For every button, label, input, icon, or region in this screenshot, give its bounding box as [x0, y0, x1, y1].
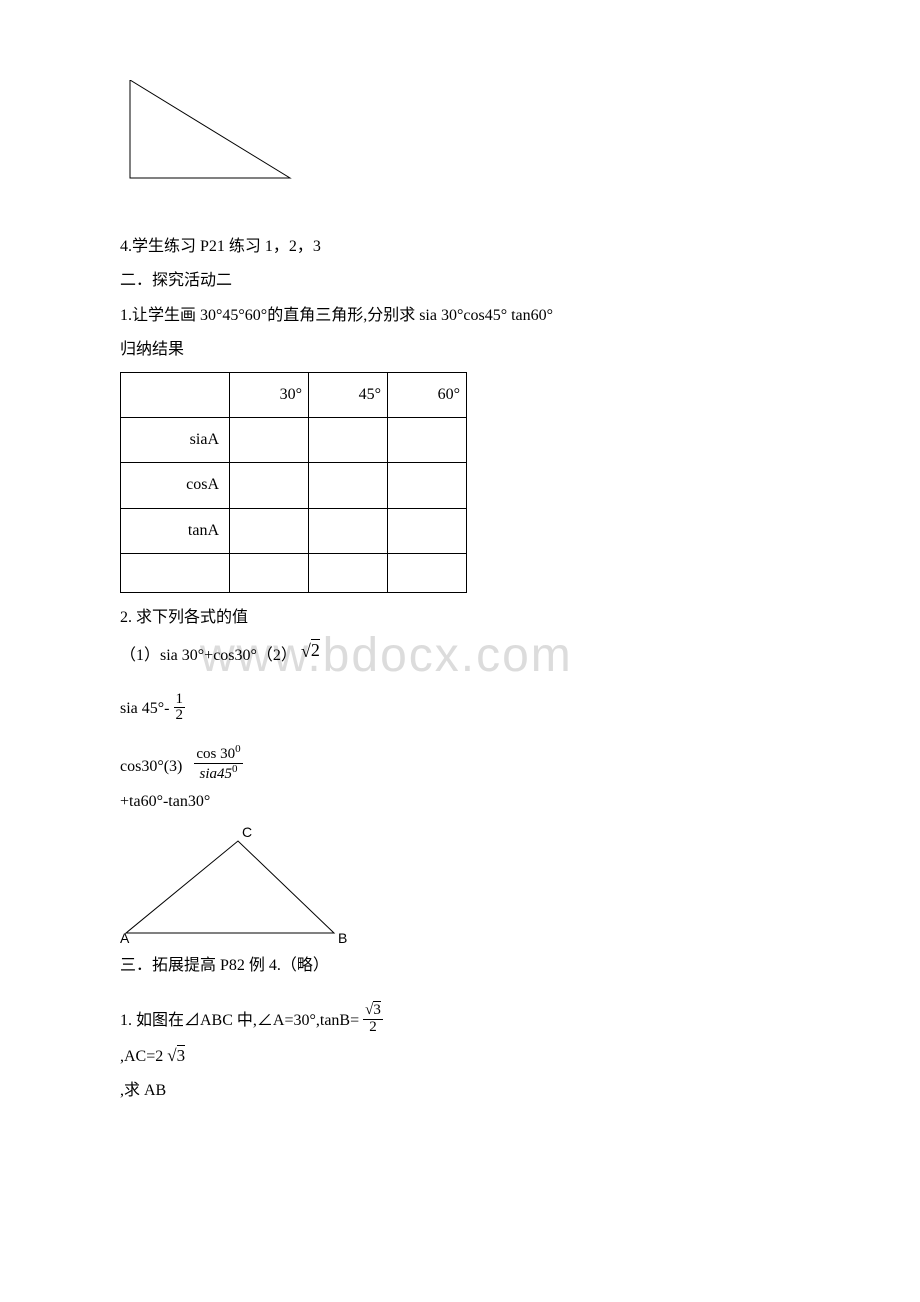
table-row-cos: cosA	[121, 463, 230, 508]
eq-line9: ,求 AB	[120, 1076, 810, 1106]
eq-line4: +ta60°-tan30°	[120, 787, 810, 817]
text-practice: 4.学生练习 P21 练习 1，2，3	[120, 232, 810, 262]
eq2-den: 2	[174, 708, 186, 724]
label-c: C	[242, 827, 252, 840]
text-section2: 二．探究活动二	[120, 266, 810, 296]
eq-line2: sia 45°- 1 2	[120, 692, 810, 725]
table-cell	[388, 417, 467, 462]
table-cell	[388, 463, 467, 508]
triangle-abc: A B C	[120, 827, 810, 947]
right-triangle-top	[120, 80, 810, 188]
trig-table: 30° 45° 60° siaA cosA tanA	[120, 372, 467, 594]
table-row-tan: tanA	[121, 508, 230, 553]
table-cell	[230, 417, 309, 462]
table-cell	[388, 508, 467, 553]
label-b: B	[338, 930, 347, 946]
label-a: A	[120, 930, 130, 946]
text-section3: 三．拓展提高 P82 例 4.（略）	[120, 951, 810, 981]
table-cell	[230, 508, 309, 553]
table-cell	[309, 417, 388, 462]
table-cell	[230, 554, 309, 593]
table-cell	[309, 463, 388, 508]
text-problem2: 2. 求下列各式的值	[120, 603, 810, 633]
eq3-text: cos30°(3)	[120, 752, 182, 782]
line7-text: 1. 如图在⊿ABC 中,∠A=30°,tanB=	[120, 1006, 359, 1036]
eq-line3: cos30°(3) cos 300 sia450	[120, 744, 810, 783]
eq3-num: cos 30	[196, 746, 235, 762]
page-content: 4.学生练习 P21 练习 1，2，3 二．探究活动二 1.让学生画 30°45…	[0, 0, 920, 1171]
eq3-den: sia45	[200, 766, 233, 782]
table-header-blank	[121, 372, 230, 417]
line7-num: 3	[373, 1001, 381, 1018]
text-instruction: 1.让学生画 30°45°60°的直角三角形,分别求 sia 30°cos45°…	[120, 301, 810, 331]
table-cell	[309, 508, 388, 553]
eq-line1: （1）sia 30°+cos30°（2） √2	[120, 638, 810, 672]
line8-sqrt: 3	[177, 1045, 186, 1065]
eq1-sqrt: 2	[311, 639, 320, 660]
eq2-text: sia 45°-	[120, 694, 170, 724]
eq3-sup1: 0	[235, 743, 241, 755]
line8-text: ,AC=2	[120, 1042, 163, 1072]
table-row-blank	[121, 554, 230, 593]
table-cell	[230, 463, 309, 508]
table-header-60: 60°	[388, 372, 467, 417]
table-row-sia: siaA	[121, 417, 230, 462]
line7-den: 2	[363, 1020, 383, 1036]
table-header-30: 30°	[230, 372, 309, 417]
eq3-sup2: 0	[232, 763, 238, 775]
table-cell	[309, 554, 388, 593]
eq2-num: 1	[174, 692, 186, 709]
text-summary: 归纳结果	[120, 335, 810, 365]
eq1-text: （1）sia 30°+cos30°（2）	[120, 641, 297, 671]
table-cell	[388, 554, 467, 593]
table-header-45: 45°	[309, 372, 388, 417]
eq-line8: ,AC=2 √3	[120, 1040, 810, 1072]
eq-line7: 1. 如图在⊿ABC 中,∠A=30°,tanB= √3 2	[120, 1003, 810, 1036]
